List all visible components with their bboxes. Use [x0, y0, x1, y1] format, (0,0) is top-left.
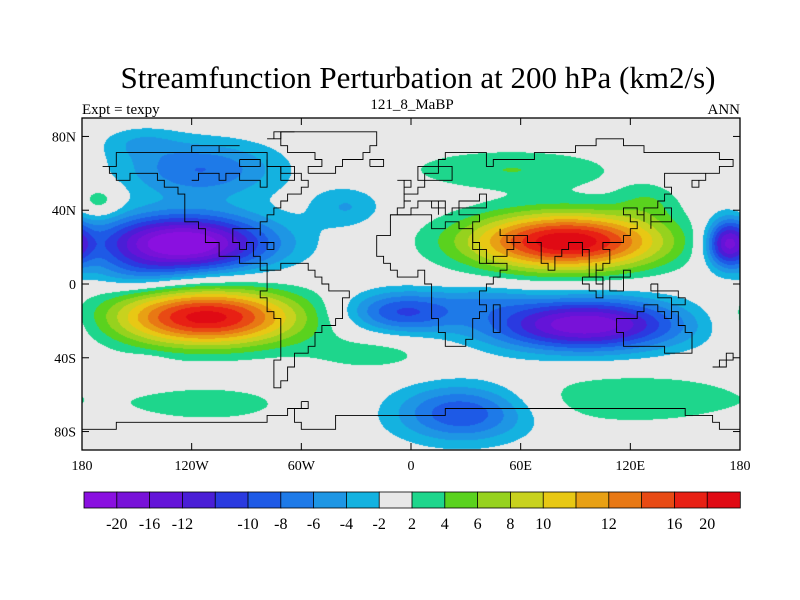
x-tick-label-1: 120W	[175, 459, 210, 474]
x-tick-label-3: 0	[408, 459, 415, 474]
x-tick-label-5: 120E	[616, 459, 646, 474]
coastline-16	[191, 159, 295, 188]
coastline-7	[397, 179, 412, 195]
coastline-1	[259, 262, 350, 389]
colorbar-box-18	[674, 491, 708, 509]
contour-canvas	[82, 118, 740, 450]
coastline-17	[239, 159, 261, 167]
colorbar-box-12	[477, 491, 512, 509]
colorbar-box-16	[608, 491, 643, 509]
colorbar-label-12: 10	[535, 516, 551, 533]
colorbar-box-6	[280, 491, 315, 509]
colorbar-label-8: 2	[408, 516, 416, 533]
x-axis: 180 120W 60W 0 60E 120E 180	[72, 118, 751, 474]
colorbar-label-15: 20	[699, 516, 715, 533]
colorbar-label-4: -8	[274, 516, 287, 533]
colorbar-label-13: 12	[601, 516, 617, 533]
y-tick-label-2: 0	[69, 278, 76, 293]
colorbar-label-10: 6	[474, 516, 482, 533]
colorbar-box-13	[509, 491, 544, 509]
colorbar-label-14: 16	[666, 516, 682, 533]
coastline-19	[191, 145, 240, 154]
y-tick-label-0: 80N	[52, 130, 76, 145]
colorbar-box-0	[83, 491, 118, 509]
x-tick-label-2: 60W	[288, 459, 316, 474]
colorbar-label-11: 8	[506, 516, 514, 533]
x-tick-label-6: 180	[730, 459, 751, 474]
colorbar-label-6: -4	[340, 516, 353, 533]
colorbar-label-0: -20	[106, 516, 127, 533]
coastline-13	[712, 352, 734, 368]
colorbar-label-2: -12	[172, 516, 193, 533]
subtitle-left: Expt = texpy	[82, 102, 160, 118]
map-panel	[82, 118, 740, 450]
coastline-5	[82, 401, 740, 450]
chart-title: Streamfunction Perturbation at 200 hPa (…	[121, 60, 716, 95]
x-tick-label-0: 180	[72, 459, 93, 474]
colorbar-box-14	[542, 491, 577, 509]
colorbar-box-19	[706, 491, 741, 509]
colorbar-label-1: -16	[139, 516, 160, 533]
colorbar-box-10	[411, 491, 446, 509]
coastline-2	[390, 138, 734, 285]
colorbar-label-9: 4	[441, 516, 449, 533]
colorbar-box-8	[345, 491, 380, 509]
subtitle-right: ANN	[708, 102, 741, 118]
colorbar-box-15	[575, 491, 610, 509]
coastline-12	[492, 304, 501, 333]
y-tick-label-4: 80S	[54, 426, 76, 441]
coastline-3	[376, 214, 508, 347]
colorbar-box-2	[149, 491, 184, 509]
coastline-6	[280, 131, 378, 174]
y-tick-label-1: 40N	[52, 204, 76, 219]
coastline-14	[369, 159, 385, 167]
colorbar-box-5	[247, 491, 282, 509]
coastlines	[82, 131, 740, 450]
colorbar-box-17	[641, 491, 676, 509]
coastline-9	[581, 276, 604, 299]
colorbar-box-9	[378, 491, 413, 509]
colorbar-label-5: -6	[307, 516, 320, 533]
colorbar-box-11	[444, 491, 479, 509]
colorbar-box-7	[313, 491, 348, 509]
coastline-15	[260, 242, 275, 250]
colorbar-label-3: -10	[237, 516, 258, 533]
coastline-0	[102, 152, 309, 271]
y-axis: 80N 40N 0 40S 80S	[52, 130, 740, 441]
subtitle-center: 121_8_MaBP	[370, 97, 453, 113]
coastline-18	[267, 131, 295, 140]
coastline-8	[650, 207, 672, 229]
colorbar-label-7: -2	[373, 516, 386, 533]
colorbar-box-3	[181, 491, 216, 509]
y-tick-label-3: 40S	[54, 352, 76, 367]
coastline-4	[616, 304, 693, 354]
colorbar-box-1	[116, 491, 151, 509]
coastline-10	[609, 269, 631, 292]
contour-field	[82, 118, 740, 450]
colorbar: -20 -16 -12 -10 -8 -6 -4 -2 2 4 6 8 10 12 16 20	[83, 491, 741, 533]
colorbar-box-4	[214, 491, 249, 509]
coastline-11	[650, 283, 686, 306]
x-tick-label-4: 60E	[509, 459, 532, 474]
